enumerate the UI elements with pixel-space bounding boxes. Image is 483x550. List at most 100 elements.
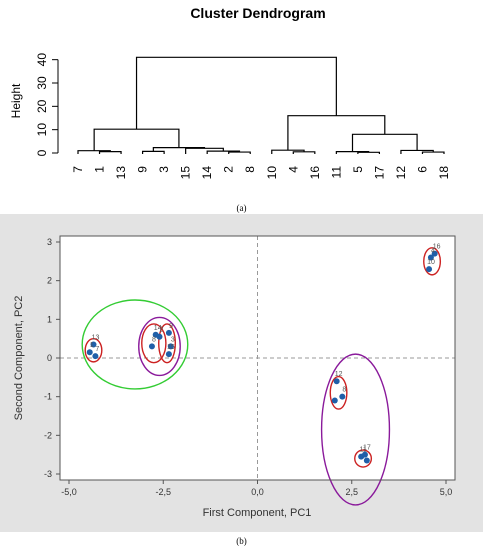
y-tick-label: 3 — [47, 237, 52, 247]
dendrogram-leaf-label: 5 — [351, 166, 365, 173]
cluster-ellipse — [84, 337, 103, 363]
data-point — [339, 393, 346, 400]
data-point — [90, 341, 97, 348]
dendrogram-leaf-label: 3 — [157, 166, 171, 173]
x-axis-label: First Component, PC1 — [203, 507, 312, 519]
cluster-ellipses — [81, 247, 442, 506]
dendrogram-branch — [141, 150, 165, 154]
y-tick-label: -2 — [44, 430, 52, 440]
dendrogram-branch — [357, 151, 381, 154]
data-point — [92, 353, 99, 360]
cluster-ellipse — [354, 449, 373, 468]
x-tick-label: 0,0 — [251, 487, 264, 497]
data-point — [426, 266, 433, 273]
dendrogram-leaf-label: 11 — [329, 166, 343, 179]
x-tick-label: 5,0 — [440, 487, 453, 497]
dendrogram-leaf-label: 4 — [286, 166, 300, 173]
x-tick-label: -2,5 — [155, 487, 171, 497]
dendrogram-leaf-label: 13 — [114, 166, 128, 180]
data-point — [331, 397, 338, 404]
data-point — [167, 343, 174, 350]
dendrogram-branch — [98, 151, 122, 154]
y-tick-label: 10 — [35, 123, 49, 137]
data-point — [333, 378, 340, 385]
y-tick-label: 0 — [47, 353, 52, 363]
y-tick-label: -1 — [44, 392, 52, 402]
cluster-ellipse — [158, 323, 177, 364]
dendrogram-leaf-label: 9 — [136, 166, 150, 173]
y-tick-label: -3 — [44, 469, 52, 479]
point-label: 1 — [90, 342, 94, 349]
y-tick-label: 20 — [35, 99, 49, 113]
point-label: 17 — [363, 445, 371, 452]
data-points — [86, 250, 438, 464]
dendrogram-leaf-label: 12 — [394, 166, 408, 180]
caption-a: (a) — [236, 203, 247, 213]
cluster-ellipse — [423, 247, 442, 276]
point-label: 13 — [92, 334, 100, 341]
point-label: 3 — [171, 336, 175, 343]
point-label: 15 — [167, 344, 175, 351]
cluster-ellipse — [329, 375, 348, 410]
y-axis-label: Second Component, PC2 — [13, 296, 25, 421]
dendrogram-leaf-label: 6 — [415, 166, 429, 173]
point-label: 8 — [152, 336, 156, 343]
y-tick-label: 0 — [35, 149, 49, 156]
dendrogram-leaf-label: 7 — [71, 166, 85, 173]
reference-lines — [60, 236, 455, 480]
dendrogram-leaf-label: 14 — [200, 166, 214, 180]
data-point — [427, 254, 434, 261]
cluster-ellipse — [138, 316, 181, 377]
dendrogram-branch — [228, 151, 251, 154]
point-label: 9 — [169, 323, 173, 330]
cluster-ellipse — [81, 299, 189, 390]
y-tick-label: 1 — [47, 314, 52, 324]
y-tick-label: 30 — [35, 76, 49, 90]
data-point — [363, 457, 370, 464]
dendrogram-branch — [287, 115, 386, 151]
dendrogram-leaf-label: 8 — [243, 166, 257, 173]
dendrogram-leaf-label: 1 — [93, 166, 107, 173]
point-label: 8 — [342, 387, 346, 394]
dendrogram-branch — [77, 150, 111, 154]
data-point — [361, 451, 368, 458]
dendrogram-y-axis: 0 10 20 30 40 — [35, 53, 59, 156]
point-label: 4 — [431, 247, 435, 254]
dendrogram-branches — [77, 56, 445, 154]
point-label: 11 — [360, 447, 367, 454]
dendrogram-leaf-label: 15 — [179, 166, 193, 180]
dendrogram-branch — [421, 151, 445, 154]
dendrogram-leaf-label: 2 — [222, 166, 236, 173]
data-point — [156, 333, 163, 340]
x-tick-label: -5,0 — [61, 487, 77, 497]
caption-b: (b) — [236, 536, 247, 546]
data-point — [86, 349, 93, 356]
dendrogram-branch — [351, 133, 418, 152]
y-tick-label: 40 — [35, 53, 49, 67]
y-tick-label: 2 — [47, 276, 52, 286]
cluster-ellipse — [320, 353, 391, 506]
dendrogram-branch — [135, 56, 337, 130]
dendrogram-leaf-label: 16 — [308, 166, 322, 180]
dendrogram-leaf-label: 10 — [265, 166, 279, 180]
point-label: 16 — [433, 244, 441, 251]
dendrogram-leaf-label: 17 — [372, 166, 386, 180]
point-label: 12 — [335, 371, 343, 378]
dendrogram-branch — [292, 151, 316, 154]
point-label: 10 — [427, 259, 435, 266]
point-label: 2 — [160, 327, 164, 334]
dendrogram-title: Cluster Dendrogram — [190, 5, 325, 21]
dendrogram-y-axis-label: Height — [9, 83, 23, 118]
data-point — [165, 329, 172, 336]
dendrogram-leaf-label: 18 — [437, 166, 451, 180]
point-label: 7 — [95, 346, 99, 353]
data-point — [148, 343, 155, 350]
x-tick-label: 2,5 — [345, 487, 358, 497]
data-point — [431, 250, 438, 257]
point-label: 14 — [154, 325, 162, 332]
data-point — [165, 351, 172, 358]
dendrogram-leaf-labels: 7 1 13 9 3 15 14 2 8 10 4 16 11 5 17 12 6 18 — [71, 166, 451, 180]
